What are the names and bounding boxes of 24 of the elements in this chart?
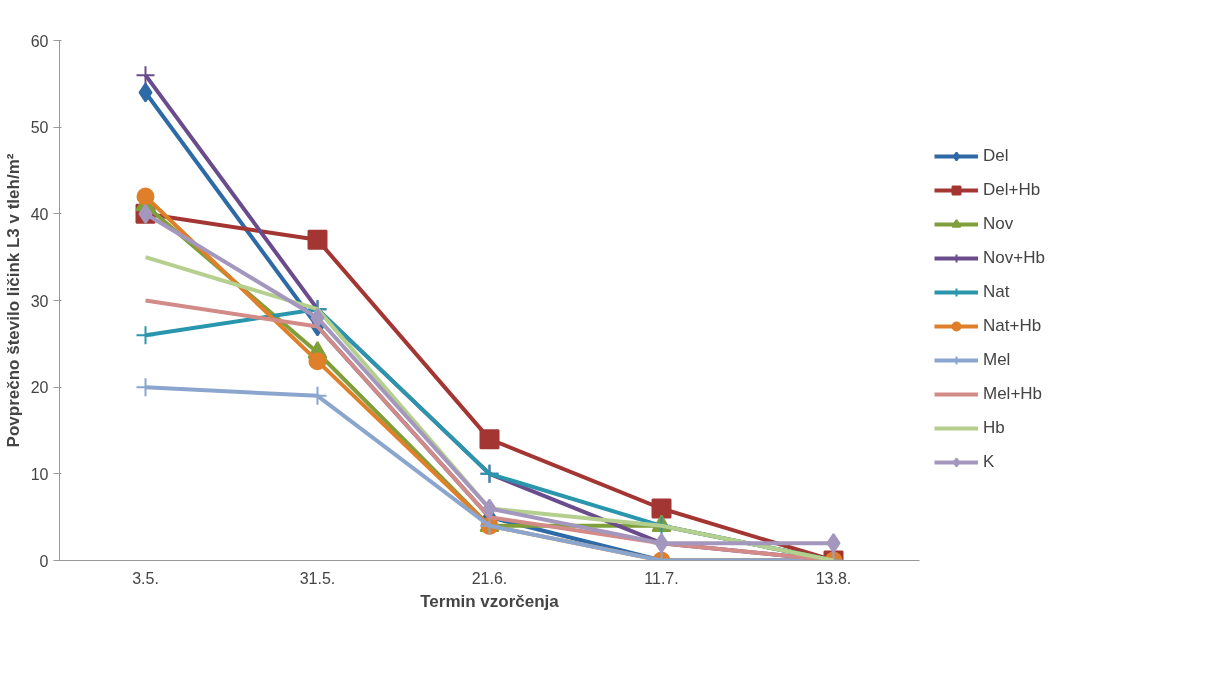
legend-label: Del (983, 145, 1009, 166)
legend-label: Nat (983, 281, 1010, 302)
y-tick-label: 50 (30, 119, 49, 137)
y-tick-label: 10 (30, 465, 49, 483)
x-axis-title: Termin vzorčenja (420, 591, 560, 611)
y-tick-label: 60 (30, 32, 49, 50)
legend-label: Del+Hb (983, 179, 1041, 200)
y-tick-label: 20 (30, 379, 49, 397)
legend-label: Mel (983, 349, 1011, 370)
x-tick-label: 21.6. (471, 569, 508, 587)
y-tick-label: 0 (39, 552, 49, 570)
y-tick-label: 40 (30, 205, 49, 223)
x-tick-label: 11.7. (644, 569, 679, 587)
x-tick-label: 13.8. (815, 569, 852, 587)
legend-label: Hb (983, 417, 1005, 438)
x-tick-label: 3.5. (132, 569, 159, 587)
legend-label: Nov+Hb (983, 247, 1045, 268)
legend-label: K (983, 451, 996, 472)
y-axis-title: Povprečno število ličink L3 v tleh/m² (3, 153, 23, 448)
legend-label: Nov (983, 213, 1014, 234)
x-tick-label: 31.5. (299, 569, 336, 587)
legend-label: Nat+Hb (983, 315, 1042, 336)
legend-label: Mel+Hb (983, 383, 1043, 404)
y-tick-label: 30 (30, 292, 49, 310)
